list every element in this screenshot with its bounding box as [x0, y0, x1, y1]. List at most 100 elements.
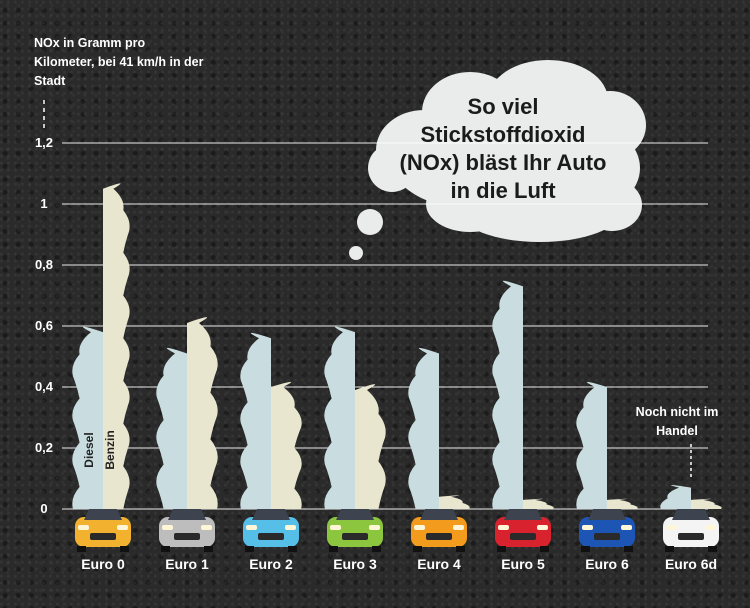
cloud-bubble: [349, 246, 363, 260]
car-grille: [174, 533, 200, 540]
car-wheel: [456, 546, 465, 552]
car-body: [663, 517, 719, 547]
car-headlight: [498, 525, 509, 530]
car-windshield: [336, 509, 374, 520]
x-tick-label: Euro 4: [417, 556, 461, 572]
car-wheel: [120, 546, 129, 552]
car-windshield: [588, 509, 626, 520]
car-headlight: [621, 525, 632, 530]
car-wheel: [372, 546, 381, 552]
car-body: [327, 517, 383, 547]
cloud-benzin: [691, 498, 722, 509]
car-windshield: [252, 509, 290, 520]
x-tick-label: Euro 1: [165, 556, 209, 572]
cloud-group-5: [408, 347, 470, 509]
cloud-diesel: [324, 326, 355, 509]
x-tick-label: Euro 5: [501, 556, 545, 572]
y-tick-label: 0,6: [35, 318, 53, 333]
car-grille: [90, 533, 116, 540]
car-wheel: [581, 546, 590, 552]
cloud-group-7: [576, 381, 638, 509]
cloud-benzin: [355, 384, 386, 509]
x-tick-label: Euro 6: [585, 556, 629, 572]
car-wheel: [288, 546, 297, 552]
y-tick-label: 0,2: [35, 440, 53, 455]
car-5: [411, 509, 467, 552]
y-tick-label: 1,2: [35, 135, 53, 150]
car-1: [75, 509, 131, 552]
y-tick-label: 0,4: [35, 379, 54, 394]
cloud-benzin: [187, 317, 218, 509]
car-wheel: [708, 546, 717, 552]
car-headlight: [537, 525, 548, 530]
car-grille: [426, 533, 452, 540]
car-6: [495, 509, 551, 552]
y-axis-label: NOx in Gramm pro Kilometer, bei 41 km/h …: [34, 36, 204, 88]
series-label-diesel: Diesel: [82, 432, 96, 467]
car-2: [159, 509, 215, 552]
car-wheel: [540, 546, 549, 552]
car-windshield: [672, 509, 710, 520]
cloud-diesel: [660, 484, 691, 509]
car-body: [243, 517, 299, 547]
x-tick-label: Euro 0: [81, 556, 125, 572]
cloud-diesel: [408, 347, 439, 509]
title-cloud: [349, 60, 646, 260]
cloud-benzin: [523, 498, 554, 509]
car-grille: [258, 533, 284, 540]
car-wheel: [665, 546, 674, 552]
cloud-diesel: [156, 347, 187, 509]
cloud-group-1: [72, 183, 130, 509]
car-headlight: [162, 525, 173, 530]
car-headlight: [414, 525, 425, 530]
car-body: [75, 517, 131, 547]
cloud-puff: [368, 144, 416, 192]
car-grille: [594, 533, 620, 540]
cloud-group-4: [324, 326, 386, 509]
car-headlight: [117, 525, 128, 530]
cloud-group-8: [660, 484, 722, 509]
cloud-puff: [582, 179, 642, 231]
car-headlight: [285, 525, 296, 530]
car-grille: [510, 533, 536, 540]
cloud-group-6: [492, 280, 554, 509]
car-windshield: [84, 509, 122, 520]
car-body: [495, 517, 551, 547]
car-wheel: [245, 546, 254, 552]
cloud-diesel: [576, 381, 607, 509]
cloud-benzin: [607, 498, 638, 509]
car-8: [663, 509, 719, 552]
car-3: [243, 509, 299, 552]
cloud-diesel: [240, 332, 271, 509]
cloud-benzin: [271, 381, 302, 509]
y-tick-label: 0,8: [35, 257, 53, 272]
cloud-group-2: [156, 317, 218, 509]
car-windshield: [168, 509, 206, 520]
chart-title: So viel Stickstoffdioxid (NOx) bläst Ihr…: [399, 94, 607, 203]
car-body: [579, 517, 635, 547]
car-headlight: [246, 525, 257, 530]
x-tick-label: Euro 6d: [665, 556, 717, 572]
car-body: [159, 517, 215, 547]
car-grille: [342, 533, 368, 540]
car-headlight: [78, 525, 89, 530]
car-wheel: [204, 546, 213, 552]
x-tick-label: Euro 3: [333, 556, 377, 572]
car-wheel: [77, 546, 86, 552]
car-windshield: [420, 509, 458, 520]
car-7: [579, 509, 635, 552]
car-headlight: [201, 525, 212, 530]
cloud-diesel: [492, 280, 523, 509]
y-tick-label: 1: [40, 196, 47, 211]
car-headlight: [666, 525, 677, 530]
annotation-not-available: Noch nicht im Handel: [635, 405, 719, 438]
cloud-bubble: [357, 209, 383, 235]
car-headlight: [330, 525, 341, 530]
car-wheel: [413, 546, 422, 552]
cloud-group-3: [240, 332, 302, 509]
car-wheel: [497, 546, 506, 552]
car-headlight: [369, 525, 380, 530]
cloud-diesel: [72, 326, 103, 509]
y-tick-label: 0: [40, 501, 47, 516]
